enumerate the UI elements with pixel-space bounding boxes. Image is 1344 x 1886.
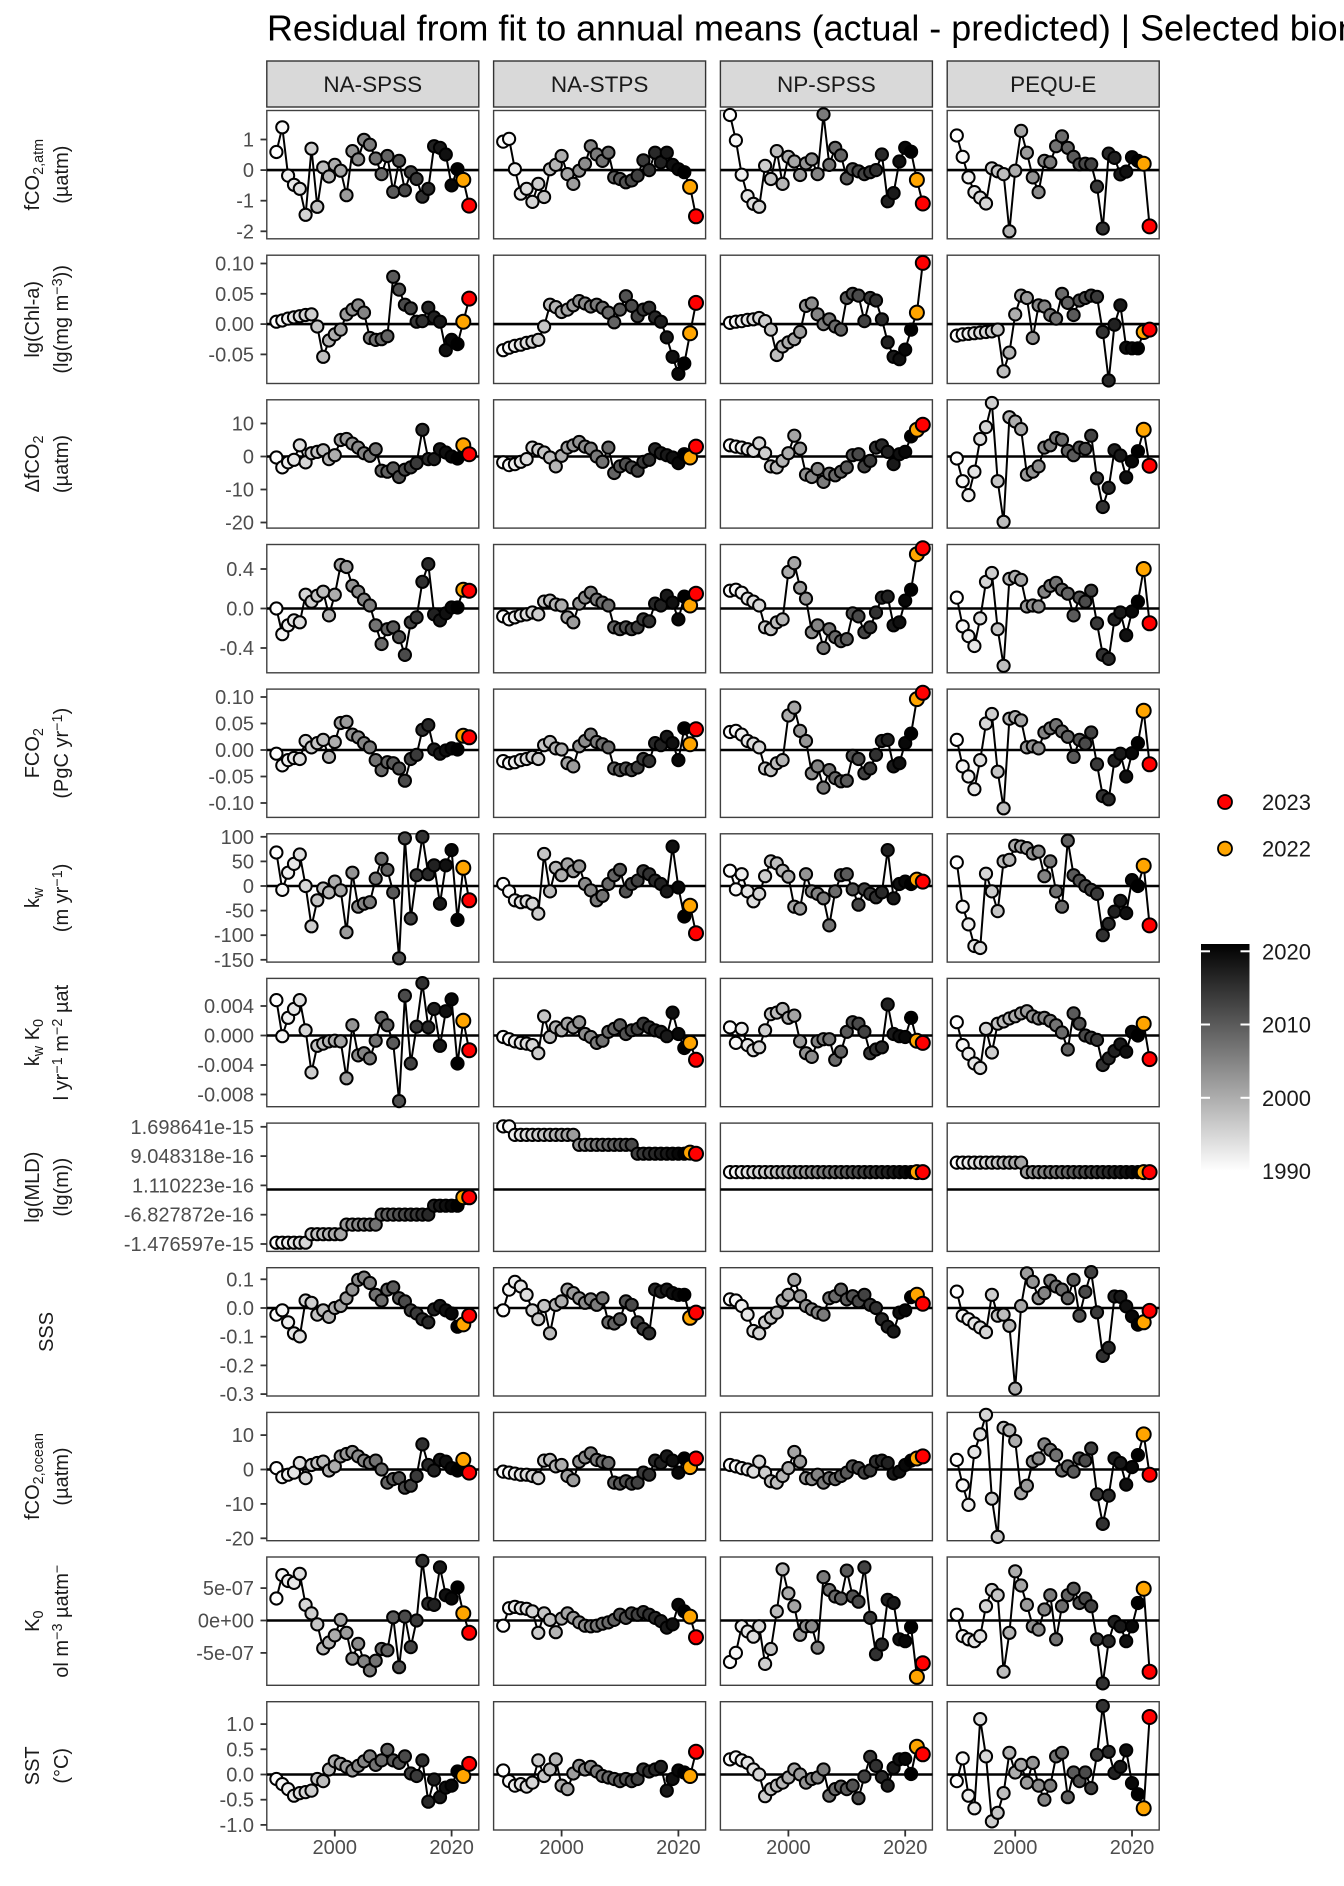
svg-text:2023: 2023 [1262, 790, 1311, 815]
svg-text:-20: -20 [225, 513, 254, 535]
svg-text:lg(Chl-a): lg(Chl-a) [22, 281, 44, 358]
svg-text:-0.008: -0.008 [197, 1085, 254, 1107]
svg-text:0.05: 0.05 [215, 284, 254, 306]
svg-text:-1.0: -1.0 [220, 1815, 254, 1837]
svg-text:2020: 2020 [429, 1837, 474, 1859]
svg-text:-0.2: -0.2 [220, 1355, 254, 1377]
svg-text:-150: -150 [214, 950, 254, 972]
svg-text:-0.10: -0.10 [208, 793, 254, 815]
svg-text:(lg(m)): (lg(m)) [51, 1158, 73, 1217]
svg-text:0.000: 0.000 [204, 1026, 254, 1048]
svg-text:0.0: 0.0 [226, 599, 254, 621]
svg-text:2022: 2022 [1262, 837, 1311, 862]
svg-text:NP-SPSS: NP-SPSS [777, 72, 876, 97]
svg-text:Residual from fit to annual me: Residual from fit to annual means (actua… [267, 9, 1344, 49]
svg-text:-10: -10 [225, 480, 254, 502]
svg-text:1: 1 [243, 130, 254, 152]
svg-text:2000: 2000 [313, 1837, 358, 1859]
svg-text:-5e-07: -5e-07 [196, 1643, 254, 1665]
svg-text:(m yr−1): (m yr−1) [50, 864, 73, 933]
svg-text:NA-SPSS: NA-SPSS [323, 72, 422, 97]
svg-text:fCO2,atm: fCO2,atm [22, 139, 47, 211]
svg-text:2020: 2020 [656, 1837, 701, 1859]
svg-text:0.4: 0.4 [226, 559, 254, 581]
svg-text:kw K0: kw K0 [22, 1019, 47, 1066]
svg-text:0.0: 0.0 [226, 1298, 254, 1320]
svg-text:0.004: 0.004 [204, 996, 254, 1018]
svg-text:(PgC yr−1): (PgC yr−1) [50, 708, 73, 799]
svg-text:0.00: 0.00 [215, 314, 254, 336]
svg-text:(µatm): (µatm) [51, 146, 73, 204]
svg-text:0.00: 0.00 [215, 740, 254, 762]
svg-text:fCO2,ocean: fCO2,ocean [22, 1433, 47, 1520]
svg-text:PEQU-E: PEQU-E [1010, 72, 1096, 97]
svg-text:SST: SST [22, 1746, 44, 1785]
svg-text:2020: 2020 [1110, 1837, 1155, 1859]
svg-text:(lg(mg m−3)): (lg(mg m−3)) [50, 265, 73, 374]
svg-text:10: 10 [232, 1425, 254, 1447]
svg-text:50: 50 [232, 851, 254, 873]
svg-text:2020: 2020 [1262, 939, 1311, 964]
svg-text:-10: -10 [225, 1494, 254, 1516]
svg-text:2000: 2000 [539, 1837, 584, 1859]
svg-text:0.1: 0.1 [226, 1269, 254, 1291]
svg-text:0: 0 [243, 160, 254, 182]
svg-text:0: 0 [243, 1460, 254, 1482]
svg-text:5e-07: 5e-07 [203, 1578, 254, 1600]
svg-text:K0: K0 [22, 1611, 47, 1632]
svg-text:0.10: 0.10 [215, 687, 254, 709]
svg-text:1.698641e-15: 1.698641e-15 [131, 1117, 254, 1139]
svg-text:-0.3: -0.3 [220, 1384, 254, 1406]
svg-text:kw: kw [22, 887, 47, 908]
svg-text:(µatm): (µatm) [51, 1447, 73, 1505]
svg-text:0.10: 0.10 [215, 254, 254, 276]
svg-text:ol m−3 µatm−: ol m−3 µatm− [50, 1565, 73, 1678]
svg-text:0.05: 0.05 [215, 714, 254, 736]
svg-text:2000: 2000 [766, 1837, 811, 1859]
svg-text:1.110223e-16: 1.110223e-16 [132, 1175, 254, 1197]
svg-text:-50: -50 [225, 901, 254, 923]
svg-text:-20: -20 [225, 1528, 254, 1550]
svg-text:NA-STPS: NA-STPS [551, 72, 649, 97]
svg-text:ΔfCO2: ΔfCO2 [22, 436, 47, 493]
svg-text:10: 10 [232, 414, 254, 436]
svg-text:1990: 1990 [1262, 1159, 1311, 1184]
svg-text:-0.5: -0.5 [220, 1790, 254, 1812]
svg-text:0: 0 [243, 876, 254, 898]
svg-text:(µatm): (µatm) [51, 435, 73, 493]
svg-text:0.0: 0.0 [226, 1765, 254, 1787]
svg-text:lg(MLD): lg(MLD) [22, 1152, 44, 1223]
svg-text:2020: 2020 [883, 1837, 928, 1859]
svg-text:l yr−1 m−2 µat: l yr−1 m−2 µat [50, 984, 73, 1100]
svg-text:0: 0 [243, 447, 254, 469]
svg-text:2000: 2000 [1262, 1086, 1311, 1111]
svg-text:9.048318e-16: 9.048318e-16 [131, 1146, 254, 1168]
svg-text:-0.004: -0.004 [197, 1055, 254, 1077]
svg-text:-0.05: -0.05 [208, 767, 254, 789]
svg-text:(°C): (°C) [51, 1748, 73, 1784]
svg-text:0e+00: 0e+00 [198, 1611, 254, 1633]
svg-text:2000: 2000 [993, 1837, 1038, 1859]
svg-text:1.0: 1.0 [226, 1714, 254, 1736]
svg-text:0.5: 0.5 [226, 1739, 254, 1761]
svg-text:-1.476597e-15: -1.476597e-15 [124, 1234, 254, 1256]
svg-text:-0.4: -0.4 [220, 638, 254, 660]
svg-text:FCO2: FCO2 [22, 728, 47, 778]
svg-text:-0.1: -0.1 [220, 1327, 254, 1349]
svg-text:-2: -2 [236, 221, 254, 243]
svg-text:2010: 2010 [1262, 1013, 1311, 1038]
svg-text:SSS: SSS [36, 1312, 58, 1352]
svg-text:-0.05: -0.05 [208, 344, 254, 366]
svg-text:-1: -1 [236, 191, 254, 213]
svg-text:-6.827872e-16: -6.827872e-16 [124, 1205, 254, 1227]
svg-text:100: 100 [221, 827, 254, 849]
svg-text:-100: -100 [214, 925, 254, 947]
